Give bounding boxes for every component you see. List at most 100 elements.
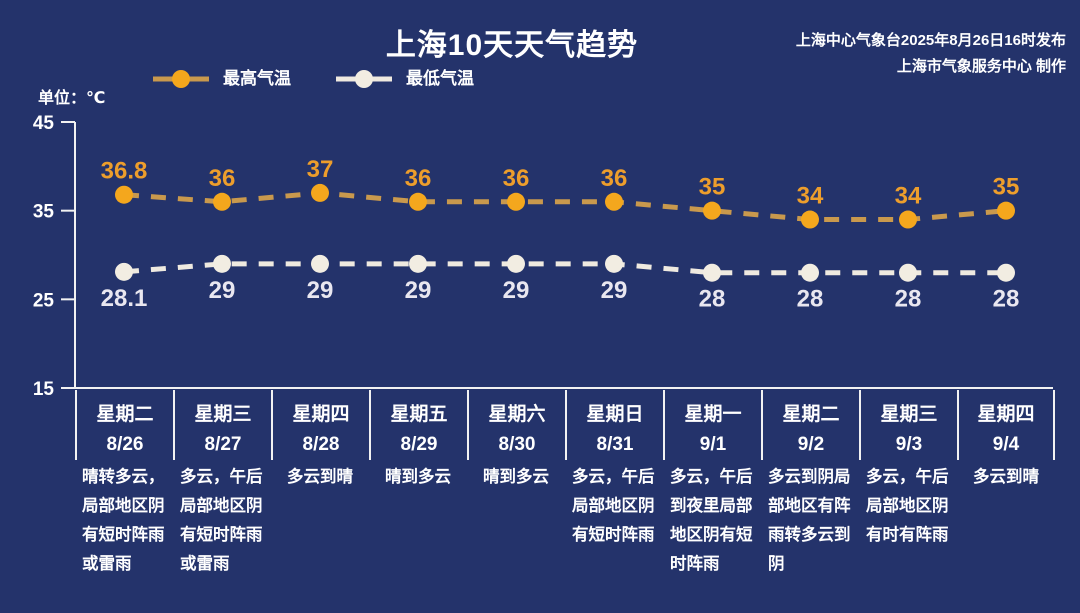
weekday-label: 星期四 (292, 404, 350, 425)
weather-description: 晴到多云 (483, 468, 549, 486)
weekday-label: 星期日 (586, 404, 644, 425)
data-point-label: 29 (503, 277, 530, 304)
data-point-marker (899, 263, 917, 282)
weather-description: 多云到晴 (287, 468, 353, 486)
data-point-label: 29 (209, 277, 236, 304)
unit-label: 单位：℃ (38, 90, 106, 107)
data-point-label: 36 (503, 165, 530, 192)
weather-description: 多云到阴局部地区有阵雨转多云到阴 (768, 468, 851, 573)
weekday-label: 星期三 (194, 404, 252, 425)
publish-line-2: 上海市气象服务中心 制作 (896, 58, 1066, 75)
data-point-label: 29 (307, 277, 334, 304)
day-column: 星期四 8/28 (271, 390, 369, 460)
data-point-marker (997, 263, 1015, 282)
data-point-marker (997, 201, 1015, 220)
day-column: 星期三 8/27 (173, 390, 271, 460)
temperature-chart: 45 35 25 15 36.8 36 37 36 36 36 35 34 34 35 28.1 29 29 29… (33, 113, 1053, 400)
data-point-label: 35 (993, 174, 1020, 201)
weather-description: 多云，午后到夜里局部地区阴有短时阵雨 (670, 468, 753, 573)
y-tick-label: 15 (33, 379, 55, 400)
series-line (123, 190, 1007, 223)
weather-description: 晴转多云，局部地区阴有短时阵雨或雷雨 (82, 468, 165, 573)
weather-description: 多云到晴 (973, 468, 1039, 486)
weather-description: 多云，午后局部地区阴有短时阵雨或雷雨 (180, 468, 263, 573)
weekday-label: 星期二 (96, 404, 154, 425)
day-column: 星期四 9/4 (957, 390, 1055, 460)
weather-desc-cell: 多云，午后局部地区阴有时有阵雨 (859, 463, 957, 579)
data-point-label: 37 (307, 156, 334, 183)
low-temp-series: 28.1 29 29 29 29 29 28 28 28 28 (101, 254, 1020, 313)
data-point-marker (605, 254, 623, 273)
date-label: 9/2 (797, 434, 825, 455)
data-point-label: 28 (797, 286, 824, 313)
day-column: 星期三 9/3 (859, 390, 957, 460)
date-label: 8/30 (498, 434, 536, 455)
weather-desc-cell: 晴转多云，局部地区阴有短时阵雨或雷雨 (75, 463, 173, 579)
weekday-label: 星期四 (977, 404, 1035, 425)
weather-desc-cell: 多云到晴 (957, 463, 1055, 579)
data-point-label: 36 (209, 165, 236, 192)
weekday-label: 星期六 (488, 404, 546, 425)
date-label: 8/26 (106, 434, 144, 455)
data-point-marker (213, 254, 231, 273)
weekday-label: 星期五 (390, 404, 448, 425)
day-column: 星期一 9/1 (663, 390, 761, 460)
legend-label: 最低气温 (406, 69, 474, 88)
legend-label: 最高气温 (223, 69, 291, 88)
day-column: 星期二 9/2 (761, 390, 859, 460)
data-point-marker (899, 210, 917, 229)
data-point-label: 28 (699, 286, 726, 313)
date-label: 9/1 (699, 434, 727, 455)
data-point-label: 29 (405, 277, 432, 304)
weather-desc-cell: 多云，午后局部地区阴有短时阵雨或雷雨 (173, 463, 271, 579)
data-point-label: 36 (601, 165, 628, 192)
publish-info: 上海中心气象台2025年8月26日16时发布 上海市气象服务中心 制作 (796, 28, 1066, 80)
legend-item-low: 最低气温 (335, 64, 474, 94)
data-point-marker (703, 201, 721, 220)
data-point-marker (409, 254, 427, 273)
day-column: 星期日 8/31 (565, 390, 663, 460)
day-column: 星期二 8/26 (75, 390, 173, 460)
data-point-marker (311, 183, 329, 202)
legend: 最高气温 最低气温 (152, 64, 474, 94)
data-point-label: 29 (601, 277, 628, 304)
weather-desc-cell: 多云，午后到夜里局部地区阴有短时阵雨 (663, 463, 761, 579)
data-point-label: 34 (895, 183, 922, 210)
weather-description: 多云，午后局部地区阴有短时阵雨 (572, 468, 655, 544)
weekday-label: 星期二 (782, 404, 840, 425)
weather-desc-cell: 晴到多云 (467, 463, 565, 579)
weather-description: 多云，午后局部地区阴有时有阵雨 (866, 468, 949, 544)
y-tick-label: 35 (33, 202, 55, 223)
data-point-marker (409, 192, 427, 211)
weather-desc-row: 晴转多云，局部地区阴有短时阵雨或雷雨 多云，午后局部地区阴有短时阵雨或雷雨 多云到晴… (75, 463, 1055, 579)
data-point-label: 28 (895, 286, 922, 313)
date-label: 8/31 (596, 434, 634, 455)
weekday-label: 星期一 (684, 404, 742, 425)
data-point-marker (801, 263, 819, 282)
data-point-marker (213, 192, 231, 211)
data-point-label: 28 (993, 286, 1020, 313)
data-point-marker (703, 263, 721, 282)
y-tick-label: 25 (33, 290, 55, 311)
data-point-label: 34 (797, 183, 824, 210)
data-point-marker (311, 254, 329, 273)
legend-item-high: 最高气温 (152, 64, 291, 94)
date-label: 9/4 (992, 434, 1020, 455)
data-point-label: 36.8 (101, 158, 148, 185)
date-label: 8/29 (400, 434, 438, 455)
day-column: 星期五 8/29 (369, 390, 467, 460)
legend-marker-icon (336, 70, 392, 88)
weather-desc-cell: 晴到多云 (369, 463, 467, 579)
y-tick-label: 45 (33, 113, 55, 134)
date-label: 8/28 (302, 434, 340, 455)
data-point-marker (801, 210, 819, 229)
data-point-label: 35 (699, 174, 726, 201)
date-label: 8/27 (204, 434, 242, 455)
data-point-marker (507, 192, 525, 211)
day-header-row: 星期二 8/26 星期三 8/27 星期四 8/28 星期五 8/29 星期六 8/30 星期日 8/… (75, 390, 1055, 460)
publish-line-1: 上海中心气象台2025年8月26日16时发布 (795, 32, 1066, 49)
date-label: 9/3 (895, 434, 923, 455)
high-temp-series: 36.8 36 37 36 36 36 35 34 34 35 (101, 156, 1020, 229)
data-point-marker (507, 254, 525, 273)
